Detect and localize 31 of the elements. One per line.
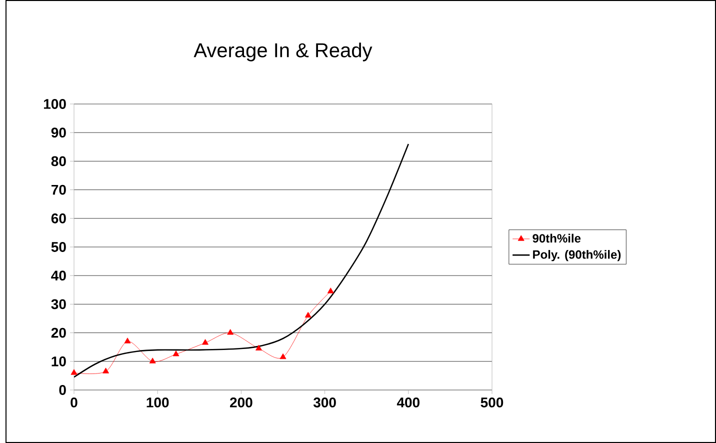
- y-tick-label: 80: [51, 156, 66, 166]
- point: [124, 338, 131, 344]
- point: [304, 312, 312, 318]
- y-tick-label: 100: [44, 99, 66, 109]
- y-tick-label: 10: [52, 356, 66, 366]
- point: [149, 358, 156, 364]
- x-tick-label: 100: [146, 398, 169, 408]
- legend-label: Poly. (90th%ile): [533, 250, 621, 262]
- y-tick-label: 60: [51, 213, 66, 224]
- chart-title: Average In & Ready: [194, 42, 372, 62]
- point: [202, 339, 208, 345]
- y-tick-label: 0: [59, 385, 66, 395]
- point: [227, 329, 234, 335]
- x-tick-label: 500: [480, 398, 504, 408]
- x-tick-label: 400: [396, 398, 420, 408]
- y-tick-label: 20: [51, 328, 66, 338]
- y-tick-label: 50: [51, 242, 66, 252]
- point: [256, 344, 262, 350]
- x-tick-label: 200: [230, 398, 252, 408]
- point: [327, 288, 334, 294]
- point: [172, 350, 180, 356]
- y-tick-label: 30: [51, 299, 66, 310]
- y-tick-label: 40: [51, 270, 66, 281]
- x-tick-label: 0: [70, 398, 78, 408]
- y-tick-label: 90: [51, 128, 66, 138]
- point: [102, 368, 110, 374]
- point: [280, 353, 286, 360]
- x-tick-label: 300: [313, 398, 336, 408]
- legend-label: 90th%ile: [532, 234, 581, 243]
- y-tick-label: 70: [51, 184, 66, 195]
- point: [70, 369, 78, 375]
